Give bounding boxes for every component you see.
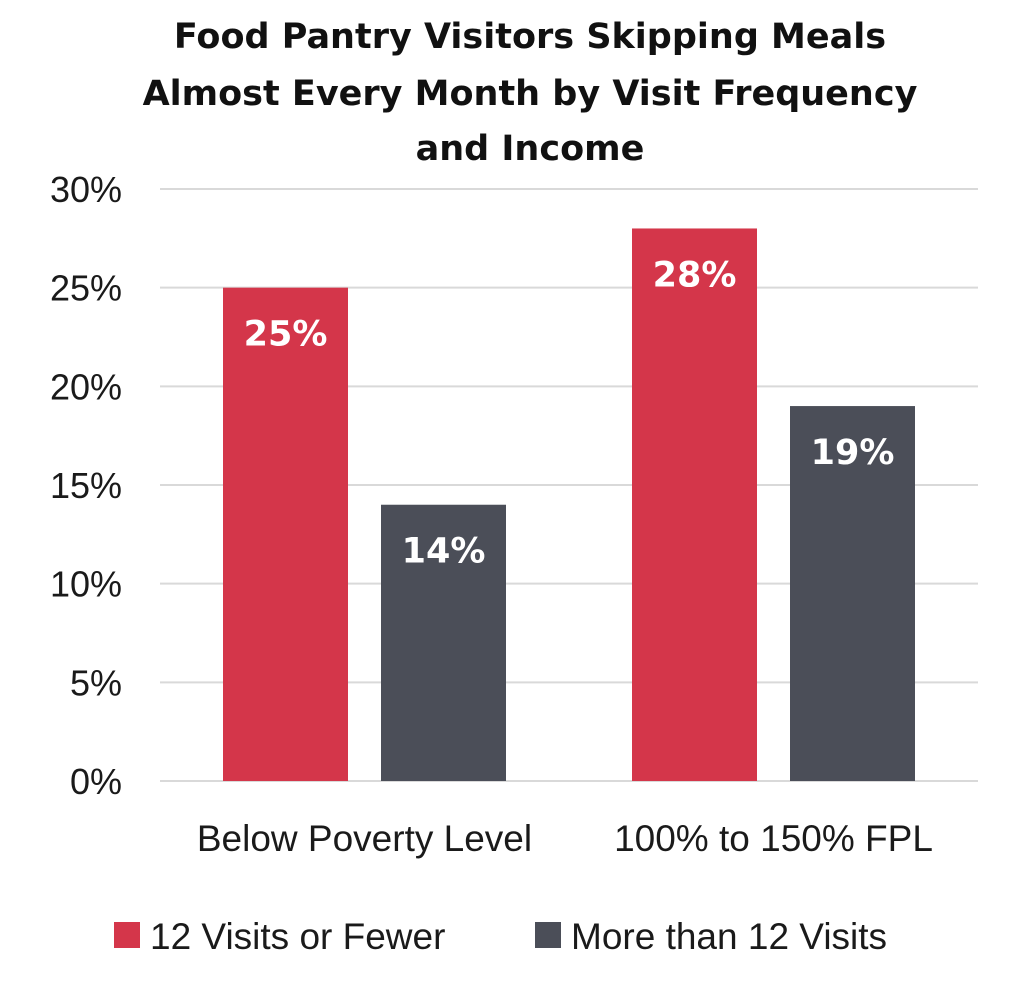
data-label: 25% xyxy=(244,315,328,355)
data-label: 28% xyxy=(653,255,737,295)
y-tick-label: 30% xyxy=(50,169,122,210)
legend-swatch xyxy=(535,922,561,948)
y-tick-label: 10% xyxy=(50,564,122,605)
y-tick-label: 15% xyxy=(50,465,122,506)
y-tick-label: 5% xyxy=(70,662,122,703)
y-axis-tick-labels: 0% 5% 10% 15% 20% 25% 30% xyxy=(50,169,122,802)
x-category-label: Below Poverty Level xyxy=(197,818,532,859)
chart-title-line-3: and Income xyxy=(416,129,645,169)
chart-title-line-1: Food Pantry Visitors Skipping Meals xyxy=(174,17,886,57)
data-label: 19% xyxy=(811,433,895,473)
y-tick-label: 20% xyxy=(50,366,122,407)
y-tick-label: 0% xyxy=(70,761,122,802)
y-tick-label: 25% xyxy=(50,268,122,309)
x-axis-category-labels: Below Poverty Level 100% to 150% FPL xyxy=(197,818,933,859)
bar xyxy=(381,504,506,781)
chart-title-line-2: Almost Every Month by Visit Frequency xyxy=(143,74,918,114)
legend-label: More than 12 Visits xyxy=(571,916,887,957)
chart-title: Food Pantry Visitors Skipping Meals Almo… xyxy=(143,17,918,169)
bar xyxy=(632,228,757,781)
bar xyxy=(223,287,348,781)
data-label: 14% xyxy=(402,532,486,572)
legend-swatch xyxy=(114,922,140,948)
bar xyxy=(790,406,915,781)
x-category-label: 100% to 150% FPL xyxy=(614,818,933,859)
legend: 12 Visits or Fewer More than 12 Visits xyxy=(114,916,887,957)
data-labels: 25% 14% 28% 19% xyxy=(244,255,895,571)
bars xyxy=(223,228,915,781)
legend-label: 12 Visits or Fewer xyxy=(150,916,445,957)
